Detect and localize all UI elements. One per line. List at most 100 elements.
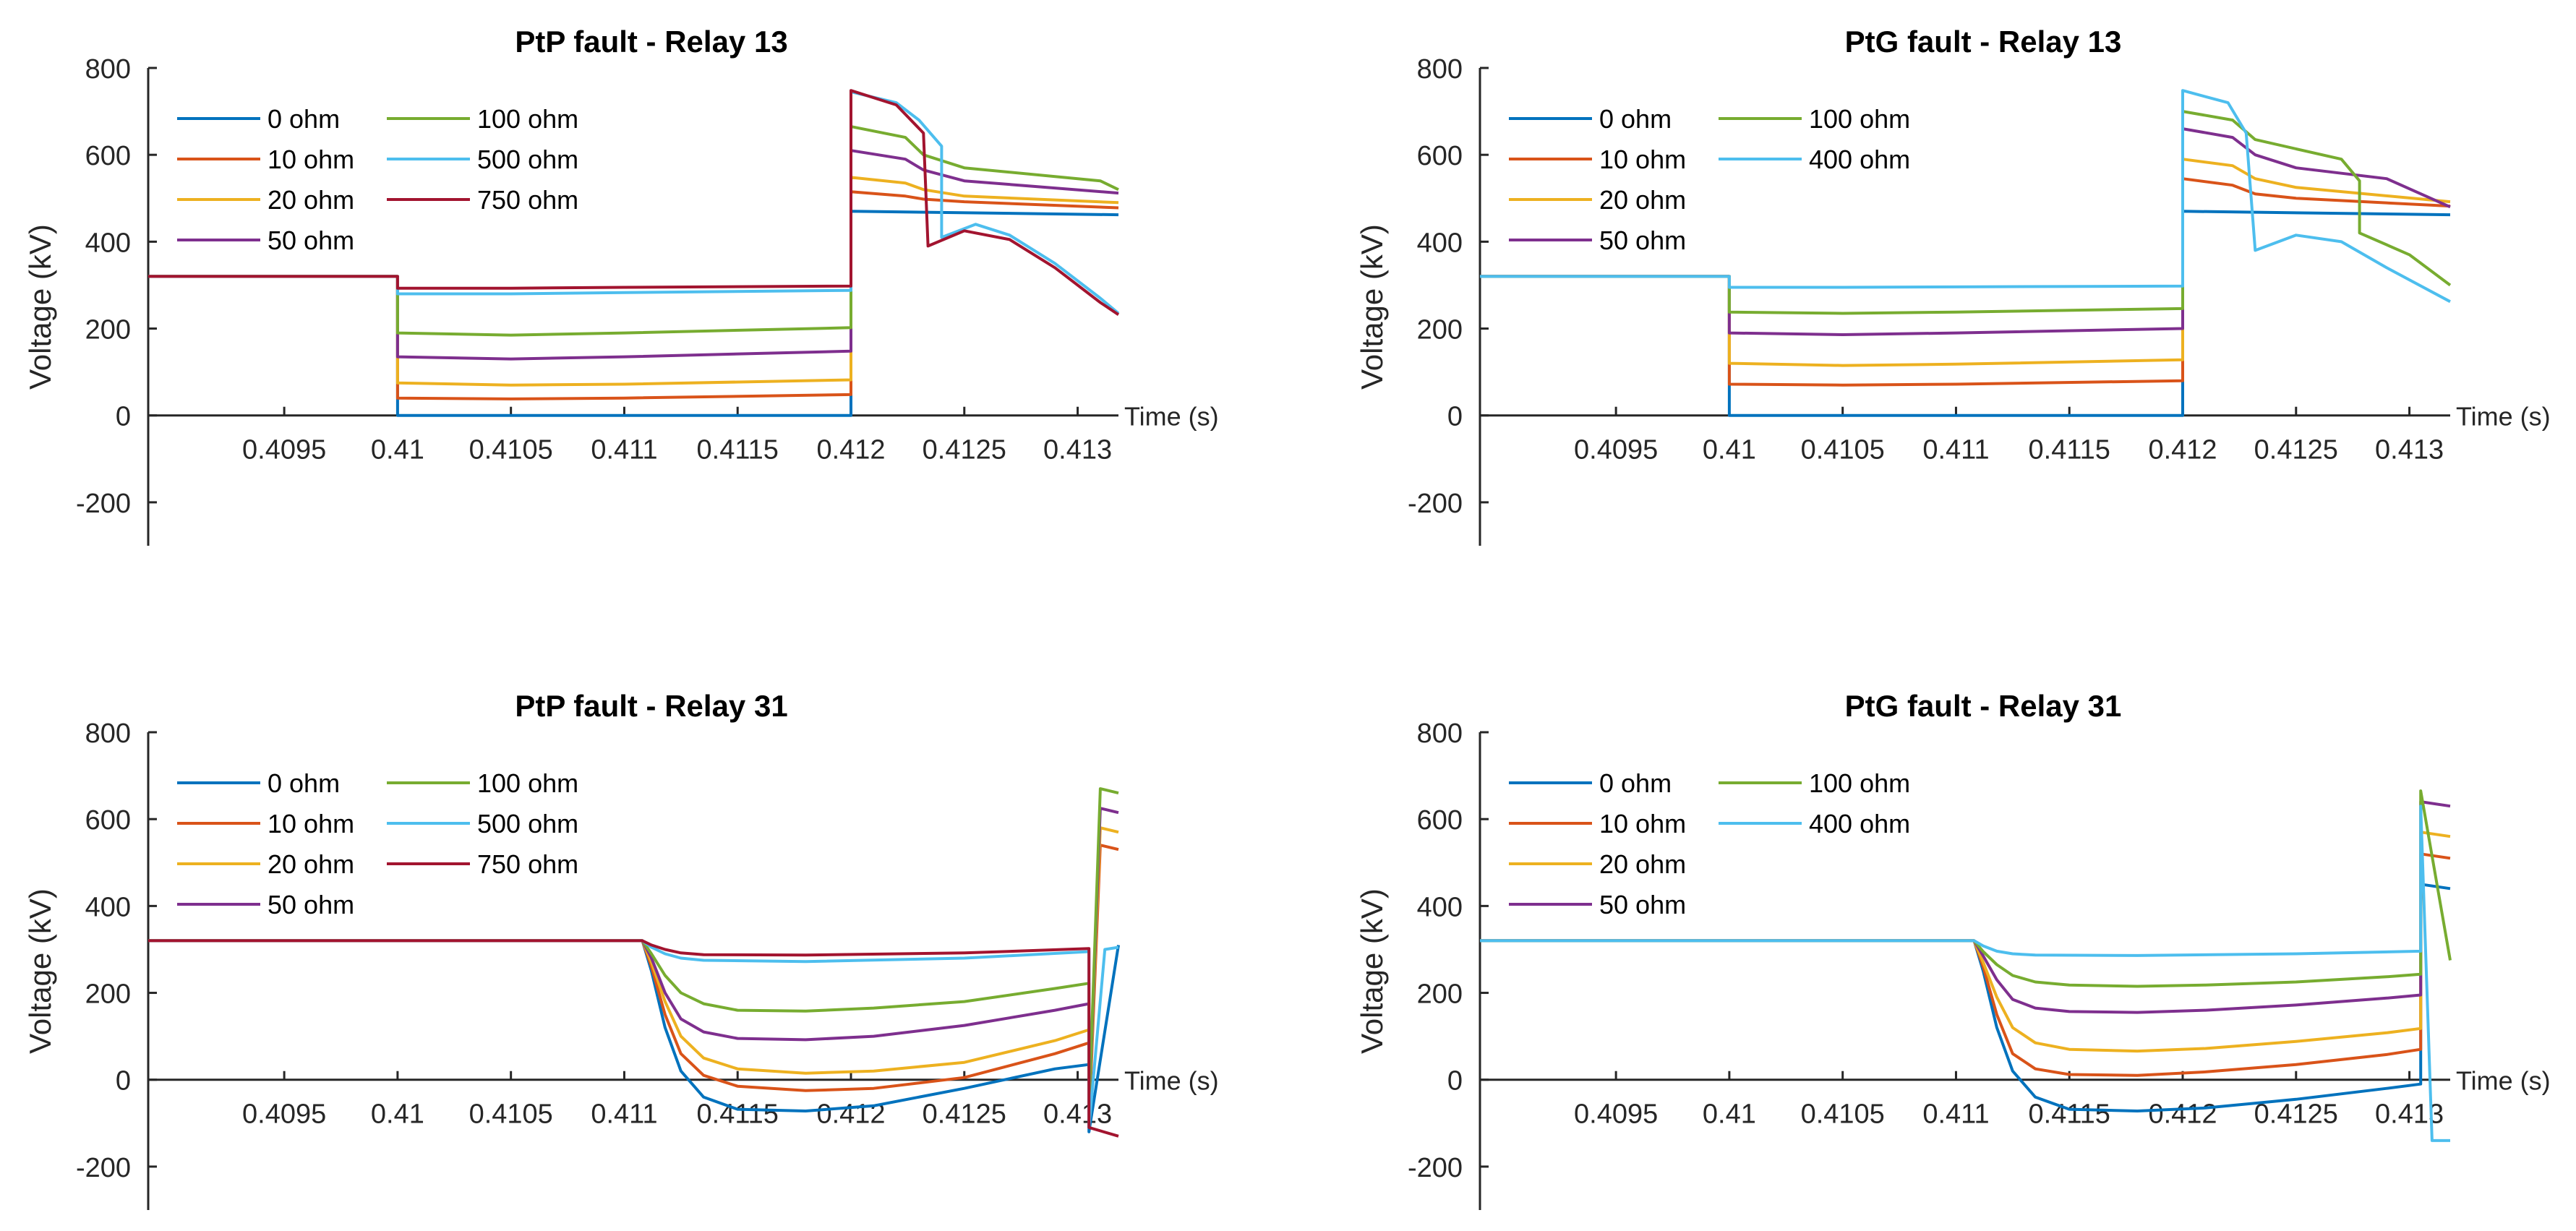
y-tick-label: 400 [85, 892, 131, 922]
series-line-500-ohm [148, 90, 1120, 315]
chart-title: PtP fault - Relay 31 [515, 689, 787, 723]
y-tick-label: 0 [116, 1066, 131, 1097]
legend-item: 100 ohm [387, 768, 578, 798]
x-tick-label: 0.4125 [2254, 435, 2338, 466]
legend-item: 500 ohm [387, 809, 578, 838]
x-tick-label: 0.4125 [923, 435, 1006, 466]
y-tick-label: 0 [1447, 1066, 1463, 1097]
x-tick-label: 0.4125 [923, 1099, 1006, 1130]
y-axis-label: Voltage (kV) [1355, 888, 1389, 1054]
legend-item: 0 ohm [1509, 768, 1672, 798]
x-tick-label: 0.4105 [469, 435, 553, 466]
chart-panel-2: PtG fault - Relay 13 -200 0 200 400 600 800 0.4… [1355, 25, 2551, 546]
chart-panel-3: PtP fault - Relay 31 -200 0 200 400 600 800 0.4… [23, 689, 1219, 1210]
series-line-100-ohm [1480, 789, 2452, 988]
legend-item: 10 ohm [177, 809, 354, 838]
series-line-750-ohm [148, 939, 1119, 1138]
legend-item: 50 ohm [177, 226, 354, 255]
legend-label: 100 ohm [477, 104, 578, 134]
legend-item: 50 ohm [1509, 890, 1686, 919]
legend-item: 100 ohm [387, 104, 578, 134]
x-tick-label: 0.4095 [1574, 1099, 1658, 1130]
y-tick-label: 200 [85, 315, 131, 346]
legend-item: 400 ohm [1719, 145, 1910, 174]
series-line-10-ohm [148, 190, 1119, 400]
legend-label: 500 ohm [477, 809, 578, 838]
legend-item: 10 ohm [1509, 809, 1686, 838]
legend-label: 0 ohm [268, 104, 340, 134]
x-tick-label: 0.41 [1703, 1099, 1756, 1130]
legend-item: 0 ohm [1509, 104, 1672, 134]
series-line-100-ohm [1480, 110, 2452, 315]
legend-item: 50 ohm [1509, 226, 1686, 255]
legend-label: 50 ohm [268, 226, 354, 255]
x-tick-label: 0.411 [591, 1099, 657, 1130]
series-line-400-ohm [1480, 89, 2451, 304]
x-axis-label: Time (s) [1124, 402, 1219, 432]
legend-label: 100 ohm [1809, 768, 1910, 798]
legend-item: 100 ohm [1719, 768, 1910, 798]
x-tick-label: 0.4105 [1801, 435, 1885, 466]
legend-item: 50 ohm [177, 890, 354, 919]
legend-label: 20 ohm [268, 185, 354, 215]
legend-item: 10 ohm [177, 145, 354, 174]
legend-label: 750 ohm [477, 849, 578, 879]
x-tick-label: 0.4115 [2029, 435, 2110, 466]
legend-label: 20 ohm [1599, 185, 1686, 215]
legend-label: 0 ohm [1599, 768, 1672, 798]
x-tick-label: 0.4105 [1801, 1099, 1885, 1130]
legend-label: 10 ohm [1599, 809, 1686, 838]
x-tick-label: 0.411 [1922, 1099, 1989, 1130]
legend-label: 50 ohm [268, 890, 354, 919]
legend-label: 400 ohm [1809, 809, 1910, 838]
series-line-50-ohm [1480, 800, 2451, 1014]
x-tick-label: 0.4095 [1574, 435, 1658, 466]
legend-label: 750 ohm [477, 185, 578, 215]
y-tick-label: -200 [1408, 489, 1463, 519]
series-line-750-ohm [148, 89, 1120, 316]
x-tick-label: 0.411 [591, 435, 657, 466]
y-tick-label: 200 [1417, 315, 1463, 346]
chart-panel-1: PtP fault - Relay 13 -200 0 200 400 600 800 0.4… [23, 25, 1219, 546]
y-tick-label: 400 [1417, 228, 1463, 258]
y-tick-label: 800 [1417, 54, 1463, 85]
legend-item: 20 ohm [177, 185, 354, 215]
y-tick-label: 800 [85, 719, 131, 749]
legend-label: 100 ohm [1809, 104, 1910, 134]
series-line-20-ohm [1480, 831, 2451, 1053]
x-tick-label: 0.41 [371, 435, 424, 466]
x-tick-label: 0.411 [1922, 435, 1989, 466]
x-tick-label: 0.41 [1703, 435, 1756, 466]
x-axis-label: Time (s) [2456, 402, 2551, 432]
legend-item: 0 ohm [177, 104, 340, 134]
legend-item: 0 ohm [177, 768, 340, 798]
chart-title: PtP fault - Relay 13 [515, 25, 787, 59]
chart-panel-4: PtG fault - Relay 31 -200 0 200 400 600 800 0.4… [1355, 689, 2551, 1210]
y-tick-label: 800 [85, 54, 131, 85]
legend-label: 10 ohm [268, 145, 354, 174]
legend-item: 500 ohm [387, 145, 578, 174]
legend-item: 10 ohm [1509, 145, 1686, 174]
legend-label: 20 ohm [268, 849, 354, 879]
x-tick-label: 0.413 [1043, 435, 1112, 466]
x-axis-label: Time (s) [2456, 1066, 2551, 1096]
x-tick-label: 0.4115 [697, 435, 779, 466]
y-tick-label: 200 [85, 979, 131, 1010]
series-line-400-ohm [1480, 805, 2450, 1142]
x-tick-label: 0.41 [371, 1099, 424, 1130]
y-axis-label: Voltage (kV) [23, 888, 57, 1054]
y-tick-label: 400 [85, 228, 131, 258]
y-tick-label: 600 [85, 805, 131, 836]
x-tick-label: 0.413 [2375, 1099, 2444, 1130]
x-tick-label: 0.412 [816, 435, 885, 466]
legend-item: 750 ohm [387, 849, 578, 879]
y-tick-label: -200 [76, 1153, 131, 1183]
x-tick-label: 0.412 [2148, 435, 2217, 466]
legend-label: 100 ohm [477, 768, 578, 798]
legend-label: 0 ohm [1599, 104, 1672, 134]
legend-label: 50 ohm [1599, 226, 1686, 255]
y-tick-label: 400 [1417, 892, 1463, 922]
y-tick-label: 0 [1447, 402, 1463, 432]
legend-label: 400 ohm [1809, 145, 1910, 174]
